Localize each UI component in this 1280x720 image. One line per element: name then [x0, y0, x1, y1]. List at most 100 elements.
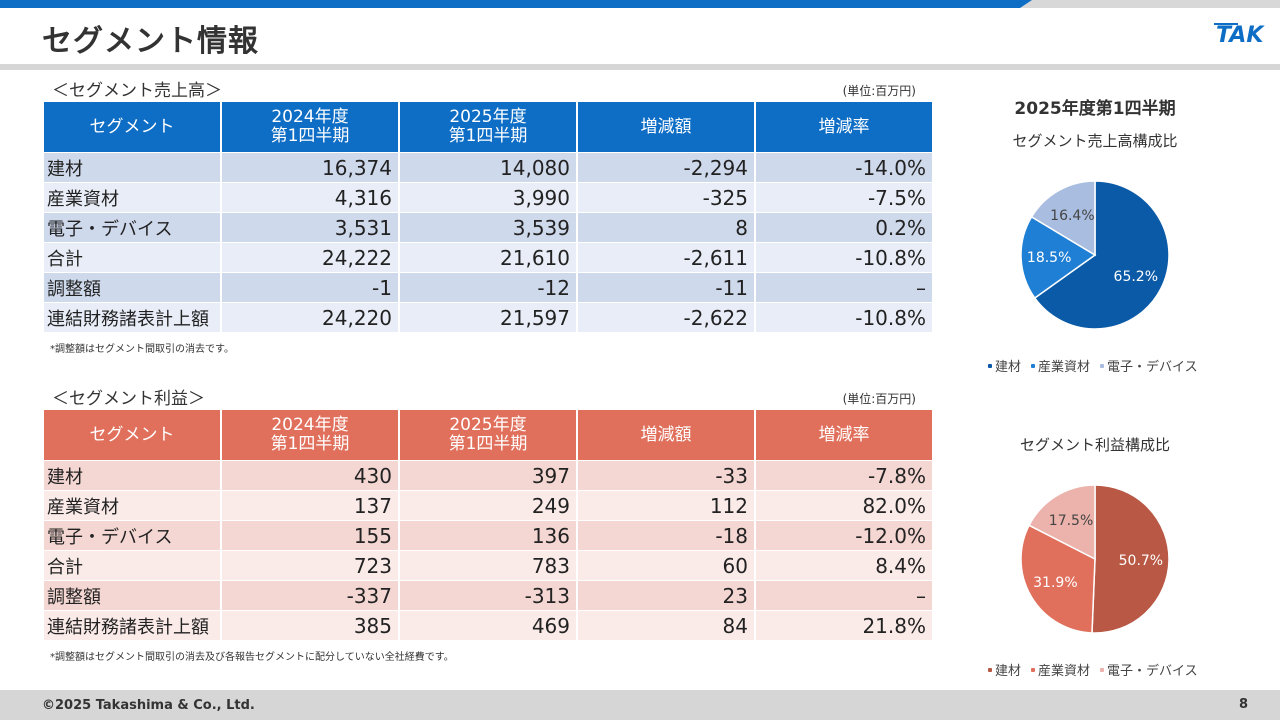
column-header: 増減率	[756, 102, 932, 152]
table-cell: -12	[400, 272, 576, 302]
row-label: 調整額	[44, 580, 220, 610]
table-cell: -10.8%	[756, 242, 932, 272]
table-cell: 8.4%	[756, 550, 932, 580]
tak-logo: TAK	[1214, 23, 1265, 48]
logo-text: TAK	[1216, 23, 1265, 48]
table-cell: -325	[578, 182, 754, 212]
table-cell: 8	[578, 212, 754, 242]
table-row: 産業資材 4,316 3,990 -325 -7.5%	[44, 182, 932, 212]
pie-data-label: 65.2%	[1114, 269, 1158, 285]
table-cell: 21,610	[400, 242, 576, 272]
table-cell: 21,597	[400, 302, 576, 332]
top-accent-bar-grey	[1020, 0, 1280, 8]
table-cell: 24,222	[222, 242, 398, 272]
table-cell: 0.2%	[756, 212, 932, 242]
legend-swatch	[1031, 667, 1036, 672]
sales-note: *調整額はセグメント間取引の消去です。	[50, 344, 234, 355]
table-row: 調整額 -1 -12 -11–	[44, 272, 932, 302]
table-cell: 136	[400, 520, 576, 550]
table-cell: –	[756, 272, 932, 302]
table-row: 連結財務諸表計上額 24,220 21,597 -2,622 -10.8%	[44, 302, 932, 332]
table-cell: 84	[578, 610, 754, 640]
legend-item: 電子・デバイス	[1100, 356, 1198, 375]
column-header: 増減額	[578, 102, 754, 152]
column-header: セグメント	[44, 102, 220, 152]
row-label: 合計	[44, 550, 220, 580]
row-label: 合計	[44, 242, 220, 272]
column-header: 増減率	[756, 410, 932, 460]
table-row: 建材 16,374 14,080 -2,294 -14.0%	[44, 152, 932, 182]
table-cell: 249	[400, 490, 576, 520]
legend-label: 電子・デバイス	[1107, 360, 1198, 375]
sales-section-label: ＜セグメント売上高＞	[52, 81, 222, 101]
table-row: 合計 24,222 21,610 -2,611 -10.8%	[44, 242, 932, 272]
row-label: 電子・デバイス	[44, 212, 220, 242]
sales-pie-legend: 建材 産業資材 電子・デバイス	[988, 356, 1198, 375]
table-cell: 783	[400, 550, 576, 580]
sales-unit-label: (単位:百万円)	[842, 84, 916, 98]
sales-pie-chart: 65.2% 18.5% 16.4%	[1020, 180, 1170, 330]
table-cell: 723	[222, 550, 398, 580]
table-cell: –	[756, 580, 932, 610]
sales-pie-title: 2025年度第1四半期	[1014, 99, 1176, 119]
profit-pie-legend: 建材 産業資材 電子・デバイス	[988, 660, 1198, 679]
table-header-row: セグメント 2024年度 第1四半期 2025年度 第1四半期 増減額 増減率	[44, 410, 932, 460]
table-cell: -1	[222, 272, 398, 302]
table-cell: -2,294	[578, 152, 754, 182]
table-cell: 23	[578, 580, 754, 610]
table-cell: 60	[578, 550, 754, 580]
table-cell: 137	[222, 490, 398, 520]
table-cell: -7.5%	[756, 182, 932, 212]
legend-swatch	[988, 667, 992, 672]
table-cell: 82.0%	[756, 490, 932, 520]
table-cell: -7.8%	[756, 460, 932, 490]
legend-swatch	[1100, 667, 1105, 672]
legend-item: 建材	[988, 356, 1021, 375]
column-header: 2025年度 第1四半期	[400, 102, 576, 152]
legend-label: 建材	[995, 360, 1022, 375]
table-cell: 385	[222, 610, 398, 640]
table-cell: 24,220	[222, 302, 398, 332]
table-cell: 155	[222, 520, 398, 550]
pie-slice	[1028, 484, 1096, 561]
profit-pie-subtitle: セグメント利益構成比	[1019, 436, 1170, 454]
table-cell: -11	[578, 272, 754, 302]
table-cell: -12.0%	[756, 520, 932, 550]
pie-data-label: 31.9%	[1033, 575, 1077, 591]
table-row: 建材 430 397 -33 -7.8%	[44, 460, 932, 490]
profit-unit-label: (単位:百万円)	[842, 392, 916, 406]
column-header: 2024年度 第1四半期	[222, 102, 398, 152]
pie-slice	[1033, 180, 1170, 330]
row-label: 建材	[44, 152, 220, 182]
column-header: 2024年度 第1四半期	[222, 410, 398, 460]
legend-swatch	[988, 363, 992, 368]
table-row: 産業資材 137 249 112 82.0%	[44, 490, 932, 520]
table-cell: 16,374	[222, 152, 398, 182]
pie-slice	[1030, 180, 1096, 257]
table-row: 調整額 -337 -313 23–	[44, 580, 932, 610]
table-cell: 112	[578, 490, 754, 520]
table-cell: 430	[222, 460, 398, 490]
table-cell: -33	[578, 460, 754, 490]
table-cell: 4,316	[222, 182, 398, 212]
sales-table: セグメント 2024年度 第1四半期 2025年度 第1四半期 増減額 増減率 建材 16,3…	[42, 102, 934, 332]
pie-data-label: 17.5%	[1049, 513, 1093, 529]
legend-item: 産業資材	[1031, 660, 1090, 679]
sales-pie-subtitle: セグメント売上高構成比	[1012, 132, 1178, 150]
column-header: 増減額	[578, 410, 754, 460]
pie-data-label: 50.7%	[1119, 553, 1163, 569]
table-cell: 3,531	[222, 212, 398, 242]
legend-item: 建材	[988, 660, 1021, 679]
table-cell: 469	[400, 610, 576, 640]
legend-label: 電子・デバイス	[1107, 664, 1198, 679]
table-row: 合計 723 783 60 8.4%	[44, 550, 932, 580]
table-cell: -2,611	[578, 242, 754, 272]
row-label: 産業資材	[44, 490, 220, 520]
legend-label: 産業資材	[1038, 360, 1091, 375]
table-cell: 21.8%	[756, 610, 932, 640]
row-label: 連結財務諸表計上額	[44, 610, 220, 640]
profit-section-label: ＜セグメント利益＞	[52, 389, 205, 409]
legend-swatch	[1100, 363, 1105, 368]
pie-data-label: 16.4%	[1050, 208, 1094, 224]
pie-slice	[1020, 215, 1097, 300]
